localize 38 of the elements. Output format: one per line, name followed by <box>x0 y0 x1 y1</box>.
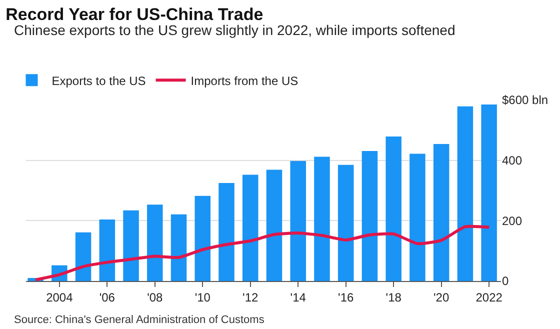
line-series <box>34 224 491 281</box>
chart-subtitle: Chinese exports to the US grew slightly in 2022, while imports softened <box>14 22 456 38</box>
bar <box>75 232 92 281</box>
bar <box>362 150 378 281</box>
bar <box>410 154 426 281</box>
bar <box>457 106 474 281</box>
legend-label: Imports from the US <box>190 74 298 88</box>
source-note: Source: China's General Administration of Customs <box>14 314 265 326</box>
x-tick-label: 2022 <box>476 290 503 304</box>
chart-title: Record Year for US-China Trade <box>6 5 264 24</box>
bar <box>314 156 330 281</box>
y-tick-label: $600 bln <box>502 93 548 108</box>
bar <box>481 104 497 281</box>
bar <box>338 164 354 281</box>
x-tick-label: '06 <box>99 290 116 304</box>
bar <box>194 196 211 281</box>
x-tick-label: '18 <box>386 290 402 304</box>
y-tick-label: 400 <box>502 154 522 168</box>
bar <box>123 210 139 281</box>
bar <box>386 136 402 281</box>
y-tick-label: 0 <box>502 274 509 288</box>
x-tick-label: '08 <box>147 290 164 304</box>
x-tick-label: '14 <box>290 290 306 304</box>
x-tick-label: '16 <box>338 290 354 304</box>
bar <box>99 219 116 281</box>
legend-label: Exports to the US <box>52 74 146 88</box>
x-tick-label: 2004 <box>46 290 74 304</box>
bar <box>170 214 187 281</box>
bar <box>266 170 282 281</box>
x-tick-label: '20 <box>434 290 450 304</box>
bar <box>290 160 306 281</box>
y-tick-label: 200 <box>502 214 522 228</box>
x-tick-label: '10 <box>194 290 211 304</box>
x-tick-label: '12 <box>242 290 259 304</box>
bar <box>433 144 450 281</box>
bar <box>218 182 234 281</box>
bar <box>242 174 258 281</box>
bar <box>147 204 163 281</box>
